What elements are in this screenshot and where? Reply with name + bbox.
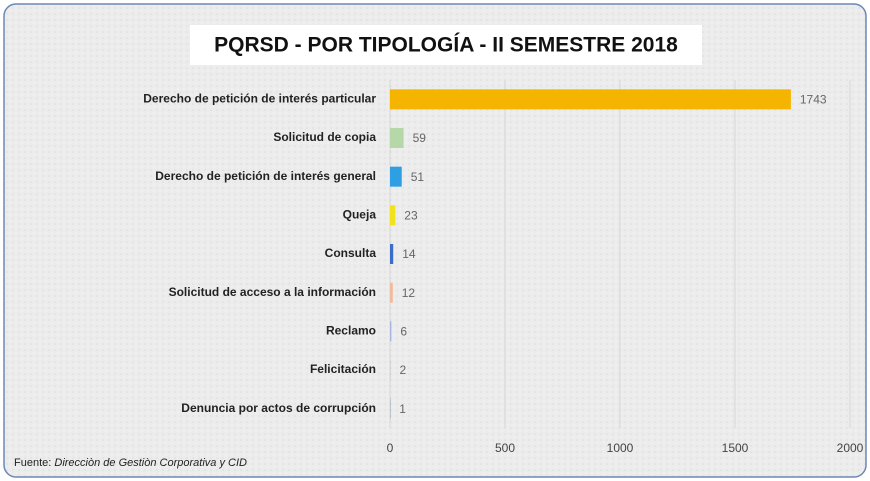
bar (390, 166, 402, 187)
source-note: Fuente: Direcciòn de Gestiòn Corporativa… (14, 457, 247, 469)
x-tick-label: 2000 (837, 441, 864, 455)
value-label: 23 (404, 209, 418, 223)
value-label: 1743 (800, 93, 827, 107)
y-tick-label: Solicitud de copia (273, 130, 376, 144)
value-label: 2 (399, 363, 406, 377)
y-tick-label: Queja (343, 208, 377, 222)
bar (390, 360, 391, 380)
bar (390, 128, 404, 148)
value-label: 14 (402, 247, 416, 261)
bar (390, 398, 391, 419)
source: Direcciòn de Gestiòn Corporativa y CID (54, 457, 247, 469)
bar (390, 205, 396, 226)
y-tick-label: Felicitación (310, 362, 376, 376)
bar (390, 282, 393, 303)
value-label: 59 (413, 131, 427, 145)
chart-background (3, 3, 867, 478)
source-label: Fuente: (14, 457, 51, 469)
y-tick-label: Derecho de petición de interés particula… (143, 92, 376, 106)
y-tick-label: Reclamo (326, 324, 376, 338)
bar (390, 321, 392, 342)
value-label: 51 (411, 170, 425, 184)
y-tick-label: Denuncia por actos de corrupción (181, 401, 376, 415)
title-box (190, 25, 702, 65)
x-tick-label: 500 (495, 441, 515, 455)
y-tick-label: Solicitud de acceso a la información (169, 285, 376, 299)
y-tick-label: Consulta (325, 246, 377, 260)
bar (390, 89, 791, 110)
value-label: 6 (400, 325, 407, 339)
x-tick-label: 0 (387, 441, 394, 455)
value-label: 1 (399, 402, 406, 416)
value-label: 12 (402, 286, 416, 300)
y-tick-label: Derecho de petición de interés general (155, 169, 376, 183)
bar (390, 244, 394, 264)
chart-title: PQRSD - POR TIPOLOGÍA - II SEMESTRE 2018 (214, 34, 678, 57)
x-tick-label: 1000 (607, 441, 634, 455)
x-tick-label: 1500 (722, 441, 749, 455)
